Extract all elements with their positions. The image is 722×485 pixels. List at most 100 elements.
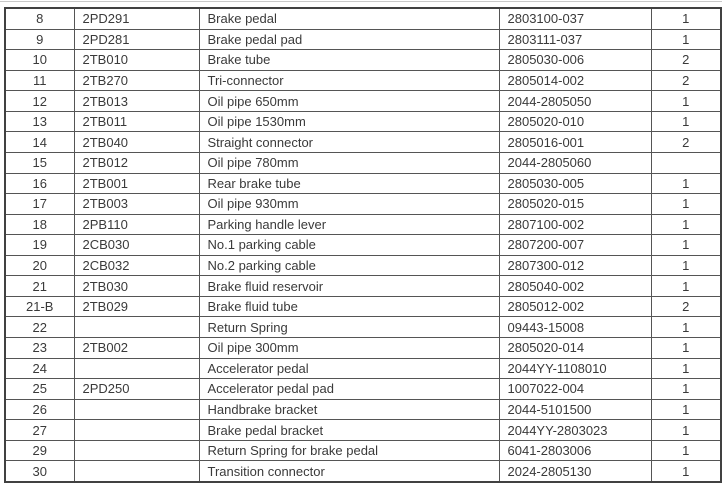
cell-quantity: 1 [650,337,722,359]
cell-part-code [73,357,200,380]
cell-quantity: 1 [650,419,722,441]
cell-part-number: 2805020-014 [498,337,652,359]
cell-part-number: 2805040-002 [498,275,652,297]
cell-part-code: 2TB040 [73,131,200,153]
cell-item-no: 20 [4,254,75,277]
cell-part-number: 2805030-006 [498,49,652,71]
cell-description: Straight connector [198,131,500,153]
cell-part-number: 2805020-015 [498,193,652,215]
cell-part-number: 2805014-002 [498,69,652,92]
cell-part-code: 2TB013 [73,90,200,112]
cell-description: Return Spring [198,316,500,339]
cell-part-code: 2PB110 [73,213,200,236]
table-row: 29 Return Spring for brake pedal 6041-28… [4,439,722,462]
cell-part-number: 6041-2803006 [498,439,652,462]
cell-quantity: 1 [650,439,722,462]
cell-part-number: 2024-2805130 [498,460,652,483]
table-row: 24 Accelerator pedal 2044YY-1108010 1 [4,357,722,380]
cell-quantity: 1 [650,275,722,297]
cell-part-number: 09443-15008 [498,316,652,339]
table-row: 25 2PD250 Accelerator pedal pad 1007022-… [4,378,722,400]
cell-part-number: 2044-5101500 [498,398,652,421]
table-row: 23 2TB002 Oil pipe 300mm 2805020-014 1 [4,337,722,359]
parts-table: 8 2PD291 Brake pedal 2803100-037 1 9 2PD… [4,7,722,483]
cell-part-number: 1007022-004 [498,378,652,400]
cell-part-number: 2807300-012 [498,254,652,277]
cell-description: Oil pipe 650mm [198,90,500,112]
cell-item-no: 26 [4,398,75,421]
cell-item-no: 24 [4,357,75,380]
cell-quantity: 1 [650,90,722,112]
cell-item-no: 10 [4,49,75,71]
table-row: 19 2CB030 No.1 parking cable 2807200-007… [4,234,722,256]
cell-item-no: 30 [4,460,75,483]
cell-item-no: 29 [4,439,75,462]
cell-quantity [650,151,722,174]
cell-description: Parking handle lever [198,213,500,236]
cell-part-code: 2CB032 [73,254,200,277]
cell-description: Brake pedal [198,7,500,30]
cell-part-number: 2044-2805060 [498,151,652,174]
cell-part-code [73,439,200,462]
cell-part-code: 2TB030 [73,275,200,297]
cell-item-no: 21-B [4,295,75,318]
cell-item-no: 21 [4,275,75,297]
cell-part-code [73,460,200,483]
cell-part-number: 2044YY-2803023 [498,419,652,441]
cell-part-number: 2803111-037 [498,28,652,51]
table-row: 21 2TB030 Brake fluid reservoir 2805040-… [4,275,722,297]
table-row: 8 2PD291 Brake pedal 2803100-037 1 [4,7,722,30]
table-row: 22 Return Spring 09443-15008 1 [4,316,722,339]
cell-item-no: 11 [4,69,75,92]
cell-item-no: 25 [4,378,75,400]
cell-part-code: 2TB003 [73,193,200,215]
cell-quantity: 1 [650,193,722,215]
cell-quantity: 1 [650,28,722,51]
cell-item-no: 18 [4,213,75,236]
cell-description: Return Spring for brake pedal [198,439,500,462]
partial-row-divider [0,1,722,2]
cell-description: No.2 parking cable [198,254,500,277]
cell-description: Oil pipe 1530mm [198,110,500,133]
cell-description: Oil pipe 930mm [198,193,500,215]
cell-description: Brake pedal pad [198,28,500,51]
table-row: 13 2TB011 Oil pipe 1530mm 2805020-010 1 [4,110,722,133]
cell-part-code: 2TB002 [73,337,200,359]
parts-table-body: 8 2PD291 Brake pedal 2803100-037 1 9 2PD… [4,7,722,483]
cell-part-number: 2803100-037 [498,7,652,30]
cell-quantity: 1 [650,234,722,256]
table-row: 27 Brake pedal bracket 2044YY-2803023 1 [4,419,722,441]
cell-item-no: 22 [4,316,75,339]
cell-part-number: 2805012-002 [498,295,652,318]
table-row: 14 2TB040 Straight connector 2805016-001… [4,131,722,153]
table-row: 11 2TB270 Tri-connector 2805014-002 2 [4,69,722,92]
cell-quantity: 1 [650,254,722,277]
table-row: 17 2TB003 Oil pipe 930mm 2805020-015 1 [4,193,722,215]
cell-quantity: 1 [650,378,722,400]
cell-quantity: 2 [650,69,722,92]
cell-description: Handbrake bracket [198,398,500,421]
table-row: 12 2TB013 Oil pipe 650mm 2044-2805050 1 [4,90,722,112]
cell-description: Rear brake tube [198,172,500,195]
cell-description: Brake fluid tube [198,295,500,318]
cell-item-no: 27 [4,419,75,441]
cell-part-code [73,419,200,441]
cell-part-code [73,316,200,339]
table-row: 30 Transition connector 2024-2805130 1 [4,460,722,483]
cell-part-number: 2805030-005 [498,172,652,195]
cell-item-no: 23 [4,337,75,359]
cell-item-no: 17 [4,193,75,215]
cell-part-code [73,398,200,421]
cell-quantity: 1 [650,213,722,236]
cell-quantity: 2 [650,295,722,318]
cell-item-no: 16 [4,172,75,195]
cell-quantity: 2 [650,49,722,71]
cell-part-code: 2CB030 [73,234,200,256]
cell-description: Brake pedal bracket [198,419,500,441]
cell-part-number: 2807200-007 [498,234,652,256]
cell-part-code: 2TB012 [73,151,200,174]
cell-part-code: 2TB029 [73,295,200,318]
table-row: 16 2TB001 Rear brake tube 2805030-005 1 [4,172,722,195]
cell-item-no: 15 [4,151,75,174]
